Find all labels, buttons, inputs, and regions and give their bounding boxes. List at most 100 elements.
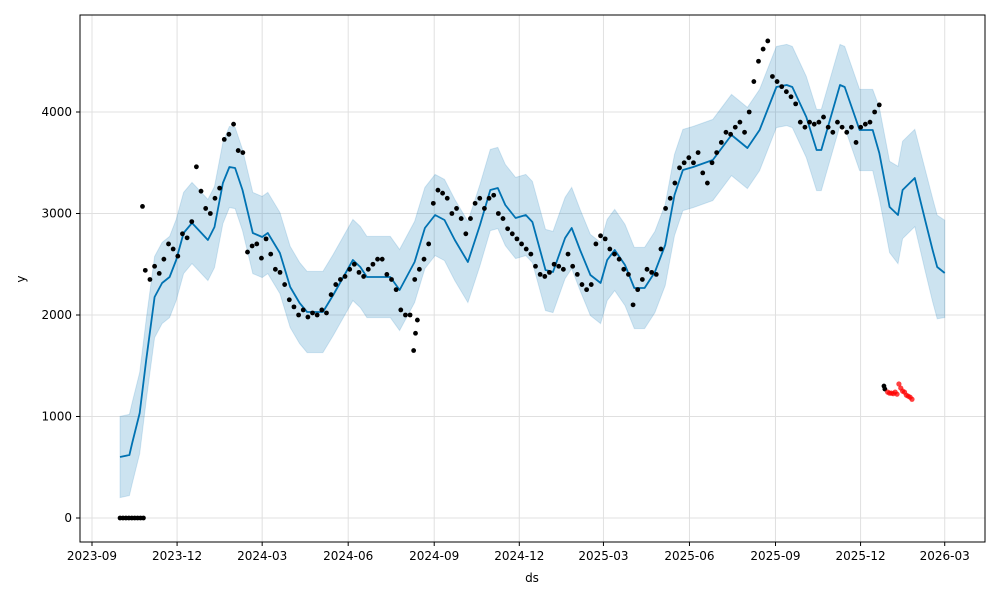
- y-tick-label: 3000: [41, 207, 72, 221]
- observed-point: [649, 269, 655, 275]
- plot-frame: [79, 14, 986, 543]
- observed-point: [319, 307, 325, 313]
- observed-point: [152, 263, 157, 269]
- test-point: [896, 381, 902, 387]
- observed-point: [491, 192, 497, 198]
- observed-point: [718, 140, 724, 145]
- observed-point: [189, 219, 195, 225]
- observed-point: [305, 314, 311, 320]
- observed-point: [584, 287, 590, 293]
- observed-point: [630, 302, 636, 308]
- observed-point: [714, 150, 720, 156]
- observed-point: [212, 195, 218, 201]
- uncertainty-band: [119, 43, 946, 499]
- x-tick-label: 2024-09: [409, 549, 459, 563]
- observed-point: [482, 206, 487, 211]
- observed-point: [746, 109, 752, 115]
- observed-point: [588, 282, 594, 287]
- observed-point: [268, 251, 274, 257]
- observed-point: [384, 272, 390, 277]
- observed-point: [449, 211, 455, 216]
- observed-point: [653, 272, 659, 277]
- observed-point: [170, 246, 176, 252]
- observed-point: [468, 216, 473, 221]
- x-tick-label: 2025-09: [750, 549, 800, 563]
- observed-point: [607, 246, 613, 252]
- observed-point: [454, 206, 459, 211]
- forecast-line-group: [119, 84, 946, 458]
- observed-point: [547, 269, 552, 275]
- y-tick-label: 1000: [41, 410, 72, 424]
- test-points: [885, 381, 915, 402]
- observed-point: [876, 102, 882, 108]
- observed-point: [235, 148, 241, 153]
- observed-point: [760, 46, 766, 52]
- observed-point: [263, 236, 269, 242]
- observed-point: [537, 272, 543, 277]
- observed-point: [565, 251, 571, 257]
- observed-point: [193, 164, 199, 170]
- y-tick-label: 2000: [41, 308, 72, 322]
- observed-point: [635, 287, 641, 293]
- observed-point: [853, 140, 859, 145]
- observed-point: [667, 195, 673, 201]
- observed-point: [709, 160, 715, 166]
- observed-point: [602, 236, 608, 242]
- observed-point: [542, 274, 548, 279]
- observed-point: [788, 94, 794, 100]
- observed-point: [737, 119, 743, 125]
- observed-point: [365, 266, 371, 272]
- observed-point: [486, 195, 492, 201]
- observed-point: [732, 124, 738, 130]
- observed-point: [477, 195, 483, 201]
- observed-point: [161, 256, 167, 262]
- observed-point: [375, 256, 380, 262]
- observed-point: [140, 203, 145, 209]
- observed-point: [351, 261, 357, 267]
- observed-point: [626, 272, 631, 277]
- observed-point: [495, 211, 501, 216]
- observed-point: [412, 277, 418, 282]
- observed-point: [141, 515, 146, 521]
- observed-point: [579, 282, 585, 287]
- observed-point: [621, 266, 627, 272]
- observed-point: [839, 124, 845, 130]
- observed-point: [556, 263, 562, 269]
- observed-point: [407, 312, 413, 318]
- observed-point: [770, 74, 775, 79]
- observed-point: [793, 101, 799, 107]
- observed-point: [291, 304, 297, 310]
- observed-point: [560, 266, 566, 272]
- observed-point: [672, 180, 678, 186]
- observed-point: [156, 270, 162, 276]
- forecast-line: [119, 84, 946, 458]
- observed-point: [403, 312, 408, 318]
- test-point: [909, 396, 915, 402]
- observed-point: [872, 109, 878, 115]
- observed-point: [142, 267, 148, 273]
- observed-point: [379, 256, 385, 262]
- observed-point: [797, 119, 803, 125]
- x-tick-label: 2025-12: [835, 549, 885, 563]
- observed-point: [147, 277, 153, 282]
- observed-point: [338, 277, 343, 282]
- observed-point: [695, 150, 701, 156]
- grid: [80, 15, 985, 542]
- observed-point: [723, 129, 729, 135]
- observed-point: [756, 58, 761, 64]
- observed-point: [259, 255, 264, 261]
- observed-point: [458, 216, 464, 221]
- observed-point: [639, 277, 645, 282]
- observed-point: [463, 231, 469, 237]
- observed-point: [830, 129, 836, 135]
- observed-point: [848, 124, 854, 130]
- observed-point: [221, 137, 227, 142]
- observed-point: [500, 216, 506, 221]
- y-axis-label: y: [14, 275, 28, 282]
- observed-point: [677, 165, 682, 171]
- observed-point: [416, 266, 422, 272]
- x-axis-label: ds: [525, 571, 539, 585]
- observed-point: [570, 263, 576, 269]
- observed-point: [825, 124, 831, 130]
- observed-point: [686, 155, 692, 161]
